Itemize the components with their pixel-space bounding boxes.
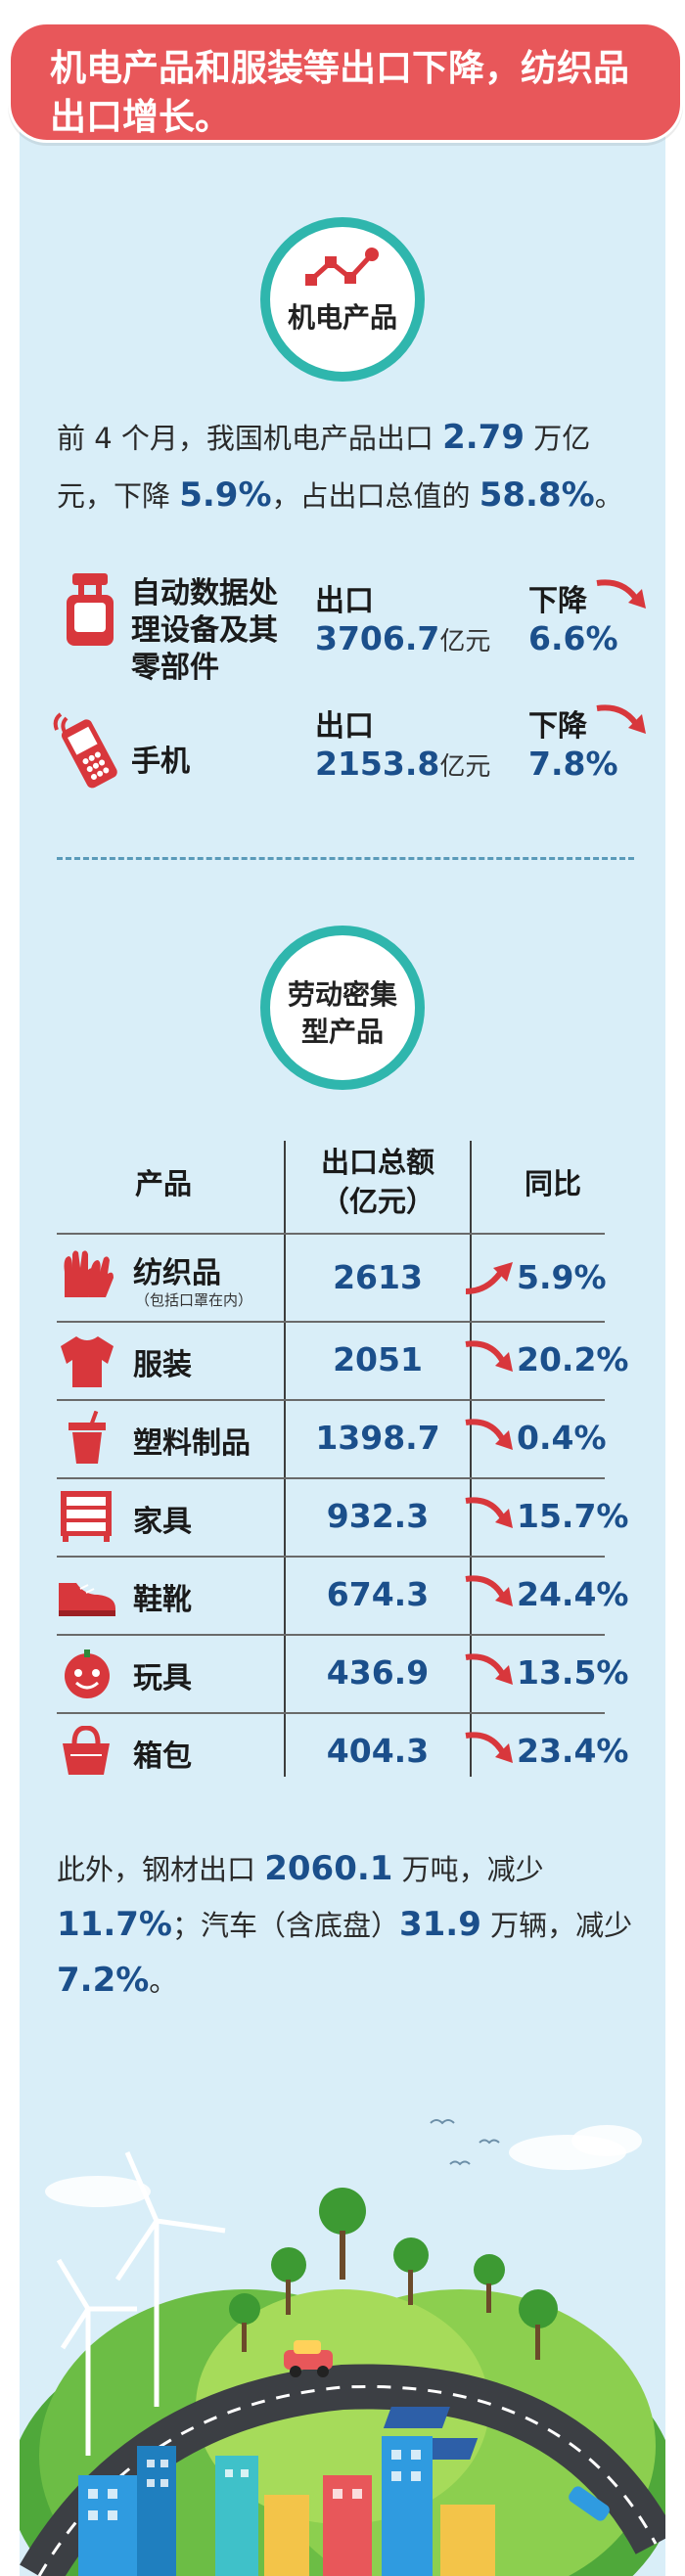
table-header-yoy: 同比 [524,1167,581,1200]
table-header-product: 产品 [134,1167,192,1200]
table-cell-yoy: 24.4% [517,1575,629,1613]
export-label: 出口 [315,584,374,618]
table-header-export: 出口总额 （亿元） [320,1146,434,1218]
table-cell-yoy: 23.4% [517,1732,629,1770]
summary-text: 此外，钢材出口 [57,1853,265,1886]
section-title: 机电产品 [287,301,397,334]
table-cell-note: （包括口罩在内） [135,1291,253,1309]
table-cell-yoy: 15.7% [517,1497,629,1535]
table-row-divider [57,1634,605,1636]
table-row-divider [57,1712,605,1714]
summary-value-cars-decline: 7.2% [57,1961,150,2000]
table-row-divider [57,1477,605,1479]
summary-text: 。 [149,1965,178,1998]
down-arrow-icon [465,1419,513,1450]
summary-text: 。 [594,479,623,513]
table-cell-value: 2613 [333,1258,423,1296]
export-value: 2153.8 [315,745,440,783]
summary-text: 前 4 个月，我国机电产品出口 [57,422,443,455]
summary-text: 万亿元，下降 [57,422,591,513]
up-arrow-icon [465,1262,513,1294]
summary-value-cars: 31.9 [398,1905,481,1944]
decline-value: 7.8% [528,745,618,783]
export-value: 3706.7 [315,619,440,657]
down-arrow-icon [465,1732,513,1763]
mobile-phone-icon [53,712,117,789]
summary-text: ；汽车（含底盘） [171,1909,399,1942]
down-arrow-icon [465,1653,513,1685]
table-row-divider [57,1233,605,1235]
table-cell-value: 436.9 [326,1653,430,1692]
electromechanical-summary: 前 4 个月，我国机电产品出口 2.79 万亿元，下降 5.9%，占出口总值的 … [57,409,644,524]
table-cell-yoy: 20.2% [517,1340,629,1378]
summary-text: 万吨，减少 [392,1853,544,1886]
section-badge-electromechanical: 机电产品 [260,217,425,382]
shoe-icon [59,1583,115,1616]
item-name-computers: 自动数据处 理设备及其 零部件 [131,576,278,685]
battery-plug-icon [67,573,114,646]
summary-value-steel: 2060.1 [264,1849,393,1888]
table-cell-value: 932.3 [326,1497,430,1535]
sweater-icon [61,1336,114,1387]
export-unit: 亿元 [439,627,491,656]
summary-text: ，占出口总值的 [271,479,480,513]
table-cell-yoy: 13.5% [517,1653,629,1692]
down-arrow-icon [596,704,646,734]
table-cell-product: 服装 [133,1348,192,1382]
down-arrow-icon [465,1340,513,1372]
item-decline-phones: 下降 7.8% [528,708,618,783]
table-row-divider [57,1399,605,1401]
handbag-icon [63,1726,110,1775]
table-cell-product: 玩具 [133,1661,192,1695]
decline-value: 6.6% [528,619,618,657]
section-badge-labor-intensive: 劳动密集 型产品 [260,926,425,1090]
section-divider [57,857,634,860]
headline-banner: 机电产品和服装等出口下降，纺织品出口增长。 [8,22,683,143]
gloves-icon [64,1250,114,1297]
table-cell-value: 404.3 [326,1732,430,1770]
decline-label: 下降 [528,709,587,744]
item-export-computers: 出口 3706.7亿元 [315,583,490,660]
other-exports-summary: 此外，钢材出口 2060.1 万吨，减少 11.7%；汽车（含底盘）31.9 万… [57,1841,644,2009]
green-city-illustration [20,2119,665,2576]
decline-label: 下降 [528,584,587,618]
item-decline-computers: 下降 6.6% [528,583,618,657]
export-label: 出口 [315,709,374,744]
table-cell-value: 674.3 [326,1575,430,1613]
table-cell-product: 纺织品 [133,1256,221,1290]
section-title-line2: 型产品 [300,1016,384,1048]
table-cell-product: 箱包 [133,1740,192,1774]
down-arrow-icon [596,579,646,609]
item-export-phones: 出口 2153.8亿元 [315,708,490,786]
summary-value-steel-decline: 11.7% [57,1905,172,1944]
export-unit: 亿元 [439,752,491,782]
down-arrow-icon [465,1497,513,1528]
dresser-icon [61,1491,112,1542]
cup-icon [68,1411,106,1464]
headline-text: 机电产品和服装等出口下降，纺织品出口增长。 [50,47,629,138]
summary-value-total: 2.79 [442,418,525,457]
table-cell-yoy: 0.4% [517,1419,607,1457]
summary-value-decline: 5.9% [179,475,272,515]
table-cell-value: 2051 [333,1340,423,1378]
section-title-line1: 劳动密集 [287,978,397,1011]
toy-ball-icon [65,1650,110,1698]
table-cell-value: 1398.7 [315,1419,440,1457]
item-name-phones: 手机 [131,745,190,779]
table-column-divider [284,1141,286,1777]
table-cell-product: 塑料制品 [133,1426,251,1461]
table-cell-product: 鞋靴 [133,1583,192,1617]
table-column-divider [470,1141,472,1777]
table-cell-product: 家具 [133,1505,192,1539]
summary-text: 万辆，减少 [480,1909,633,1942]
summary-value-share: 58.8% [479,475,595,515]
table-row-divider [57,1556,605,1558]
table-row-divider [57,1321,605,1323]
table-cell-yoy: 5.9% [517,1258,607,1296]
trend-nodes-icon [305,248,379,286]
down-arrow-icon [465,1575,513,1606]
